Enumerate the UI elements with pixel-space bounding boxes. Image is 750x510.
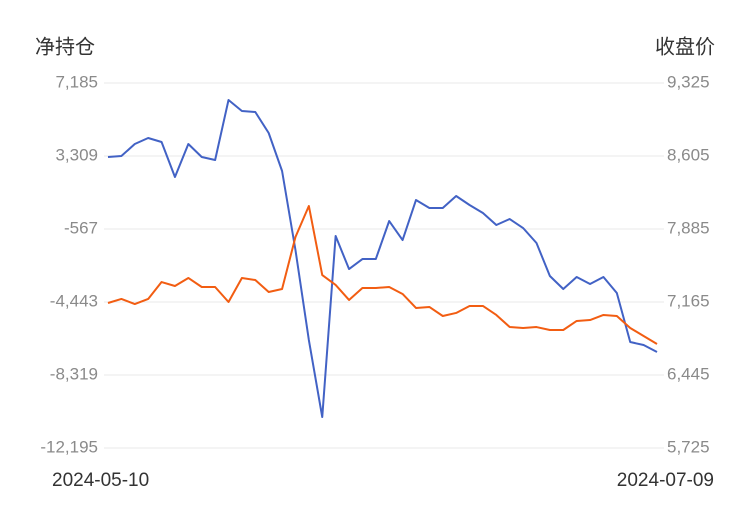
y2-tick-label: 7,885 xyxy=(667,218,710,237)
y-tick-label: -8,319 xyxy=(50,364,98,383)
y-tick-label: -12,195 xyxy=(40,437,98,456)
y-axis-title: 净持仓 xyxy=(35,35,95,58)
line-series xyxy=(107,99,658,419)
y-tick-label: -567 xyxy=(64,218,98,237)
y2-tick-label: 7,165 xyxy=(667,291,710,310)
y2-tick-label: 8,605 xyxy=(667,145,710,164)
x-tick-label: 2024-07-09 xyxy=(617,470,714,491)
y2-tick-label: 6,445 xyxy=(667,364,710,383)
y-tick-label: 3,309 xyxy=(55,145,98,164)
y-tick-label: 7,185 xyxy=(55,72,98,91)
y2-axis-title: 收盘价 xyxy=(655,35,715,58)
x-tick-label: 2024-05-10 xyxy=(52,470,149,491)
y-tick-label: -4,443 xyxy=(50,291,98,310)
y2-tick-label: 9,325 xyxy=(667,72,710,91)
y2-tick-label: 5,725 xyxy=(667,437,710,456)
line-series xyxy=(107,204,658,345)
